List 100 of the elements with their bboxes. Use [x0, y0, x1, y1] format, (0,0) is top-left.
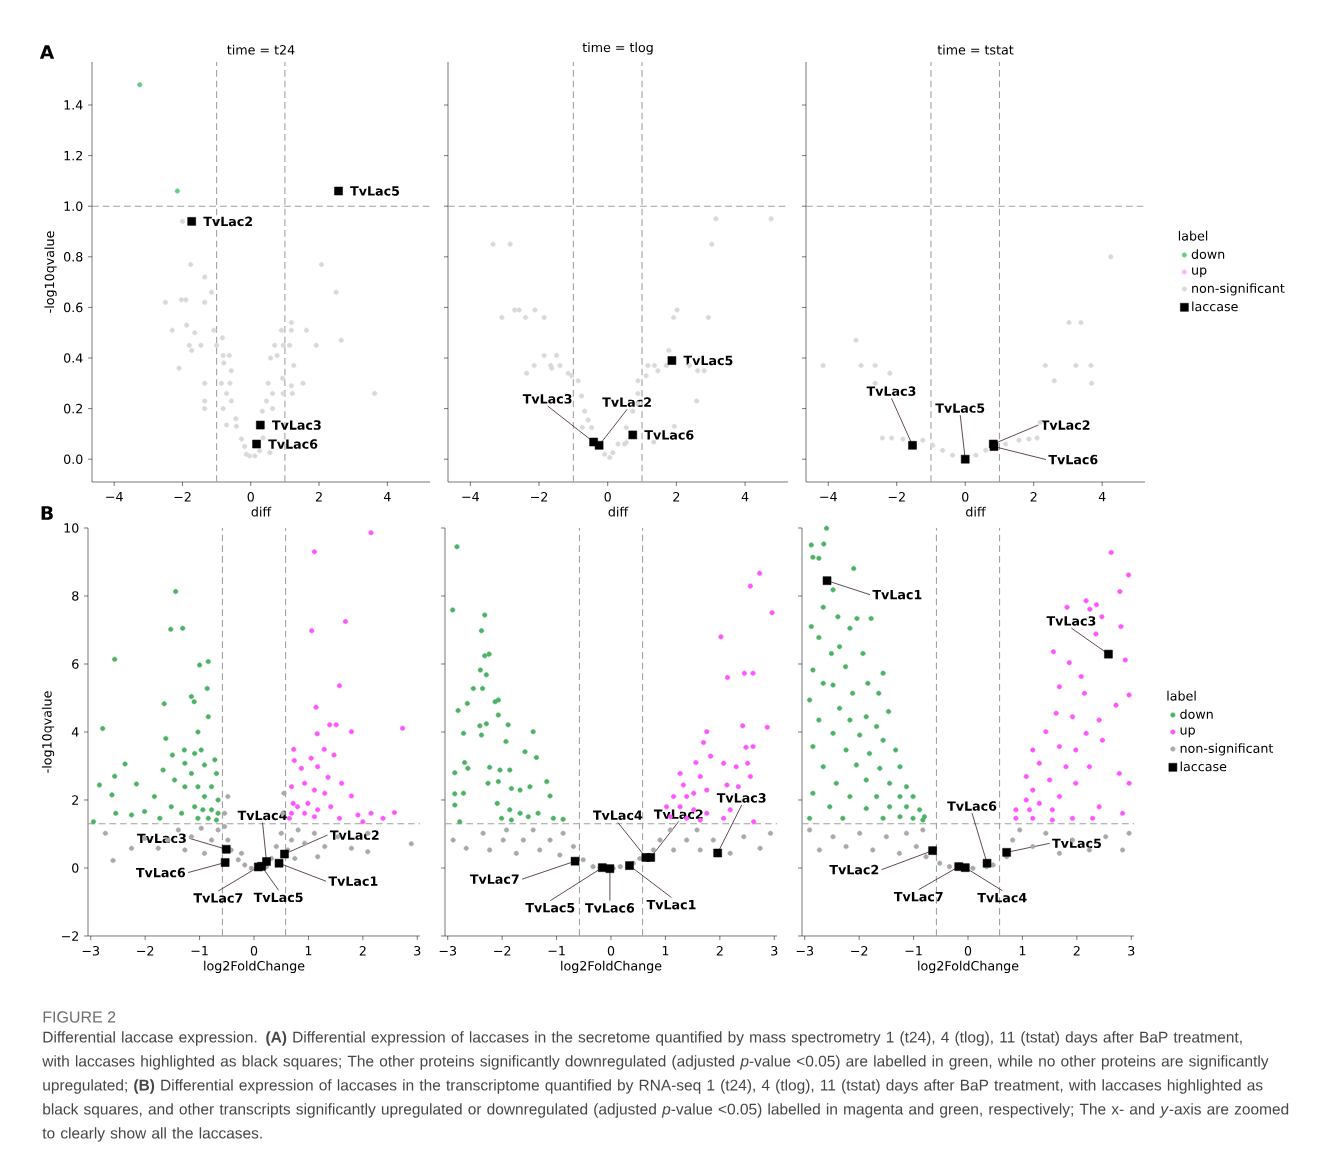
x-tick-label: 0: [604, 492, 611, 502]
x-tick-label: 4: [741, 492, 749, 502]
x-tick-label: −4: [820, 492, 837, 502]
x-tick-label: −2: [888, 492, 905, 502]
annotation: TvLac2: [829, 864, 879, 875]
caption: FIGURE 2: [43, 1011, 116, 1023]
y-tick-label: 0.6: [63, 302, 83, 313]
x-tick-label: 0: [964, 946, 972, 956]
x-tick-label: 0: [607, 946, 615, 956]
annotation: TvLac6: [1048, 454, 1098, 465]
annotation: TvLac4: [592, 810, 643, 821]
x-tick-label: −4: [106, 492, 123, 502]
x-tick-label: 2: [1073, 946, 1080, 956]
x-tick-label: −3: [439, 946, 457, 956]
x-tick-label: −2: [174, 492, 191, 502]
x-tick-label: 0: [250, 946, 258, 956]
x-axis-title: diff: [251, 506, 272, 517]
y-tick-label: 1.0: [64, 201, 83, 211]
annotation: TvLac2: [602, 397, 651, 407]
y-tick-label: −2: [61, 931, 79, 941]
x-tick-label: −2: [851, 946, 868, 956]
legend-title: label: [1167, 690, 1196, 701]
legend-label: up: [1192, 267, 1207, 278]
annotation: TvLac1: [872, 589, 922, 600]
annotation: TvLac5: [935, 403, 985, 413]
annotation: TvLac3: [866, 386, 916, 396]
annotation: TvLac7: [469, 874, 519, 884]
annotation: TvLac5: [350, 186, 400, 196]
x-axis-title: diff: [608, 506, 629, 517]
legend-title: label: [1178, 230, 1208, 241]
annotation: TvLac2: [653, 809, 703, 820]
y-tick-label: 8: [72, 591, 79, 601]
x-tick-label: −2: [137, 946, 154, 956]
text: A: [39, 45, 55, 59]
x-tick-label: −3: [796, 946, 814, 956]
text: B: [41, 506, 53, 520]
legend-label: laccase: [1192, 301, 1238, 312]
y-tick-label: 4: [71, 727, 79, 737]
annotation: TvLac7: [193, 893, 243, 903]
annotation: TvLac2: [203, 216, 253, 227]
y-tick-label: 6: [72, 659, 79, 669]
y-tick-label: 0.4: [63, 353, 83, 363]
y-tick-label: 1.4: [64, 100, 83, 110]
y-axis-title: -log10qvalue: [44, 231, 57, 313]
annotation: TvLac3: [522, 394, 572, 404]
annotation: TvLac3: [271, 420, 321, 430]
annotation: TvLac6: [585, 903, 635, 913]
legend-label: laccase: [1180, 761, 1227, 772]
annotation: TvLac7: [893, 892, 943, 902]
y-tick-label: 0.0: [63, 454, 83, 465]
x-tick-label: 2: [1030, 492, 1037, 502]
y-axis-title: -log10qvalue: [41, 691, 55, 773]
x-tick-label: 3: [414, 946, 421, 956]
chart-title: time = t24: [227, 44, 295, 55]
y-tick-label: 2: [72, 795, 79, 805]
text: Differential laccase expression. (A) Differential expression of laccases in the secretome quantified by mass spectrometry 1 (t24), 4 (tlog), 11 (tstat) days after BaP treatment, with laccases highlighted as black squares; The other proteins significantly downregulated (adjusted p-value <0.05) are labelled in green, while no other proteins are significantly upregulated; (B) Differential expression of laccases in the transcriptome quantified by RNA-seq 1 (t24), 4 (tlog), 11 (tstat) days after BaP treatment, with laccases highlighted as black squares, and other transcripts significantly upregulated or downregulated (adjusted p-value <0.05) labelled in magenta and green, respectively; The x- and y-axis are zoomed to clearly show all the laccases.: [42, 1031, 1289, 1142]
chart-title: time = tlog: [582, 42, 653, 55]
y-tick-label: 0: [72, 863, 79, 873]
y-tick-label: 10: [64, 523, 79, 533]
annotation: TvLac1: [646, 900, 696, 910]
x-tick-label: 3: [771, 946, 778, 956]
x-tick-label: −2: [531, 492, 548, 502]
legend-label: non-significant: [1192, 283, 1285, 296]
x-tick-label: −4: [462, 492, 479, 502]
x-tick-label: 1: [305, 946, 312, 956]
x-tick-label: 4: [383, 492, 391, 502]
x-axis-title: log2FoldChange: [204, 960, 305, 974]
annotation: TvLac5: [525, 903, 575, 913]
x-axis-title: diff: [966, 506, 986, 517]
annotation: TvLac4: [977, 893, 1027, 903]
x-tick-label: 2: [673, 492, 680, 502]
x-tick-label: 2: [716, 946, 723, 956]
legend-label: down: [1191, 249, 1225, 259]
x-tick-label: 1: [662, 946, 669, 956]
annotation: TvLac3: [716, 793, 766, 803]
annotation: TvLac5: [1052, 838, 1101, 849]
annotation: TvLac6: [644, 430, 694, 440]
annotation: TvLac1: [328, 876, 378, 886]
annotation: TvLac6: [135, 867, 186, 878]
legend-label: down: [1180, 709, 1213, 719]
x-tick-label: 1: [1019, 946, 1026, 956]
x-tick-label: 4: [1098, 492, 1106, 502]
annotation: TvLac2: [329, 830, 379, 840]
x-tick-label: −1: [191, 946, 208, 956]
legend-label: up: [1180, 727, 1195, 738]
annotation: TvLac5: [253, 892, 303, 903]
x-tick-label: −1: [548, 946, 565, 956]
x-axis-title: log2FoldChange: [918, 960, 1019, 974]
annotation: TvLac6: [268, 439, 318, 449]
y-tick-label: 0.2: [63, 403, 83, 414]
x-tick-label: −1: [905, 946, 922, 956]
x-axis-title: log2FoldChange: [561, 960, 662, 974]
chart-title: time = tstat: [937, 44, 1014, 55]
x-tick-label: 2: [315, 492, 322, 502]
legend-label: non-significant: [1180, 743, 1274, 756]
annotation: TvLac5: [683, 355, 733, 366]
x-tick-label: −3: [82, 946, 100, 956]
x-tick-label: 2: [359, 946, 366, 956]
y-tick-label: 1.2: [64, 150, 83, 161]
annotation: TvLac3: [1046, 616, 1096, 626]
